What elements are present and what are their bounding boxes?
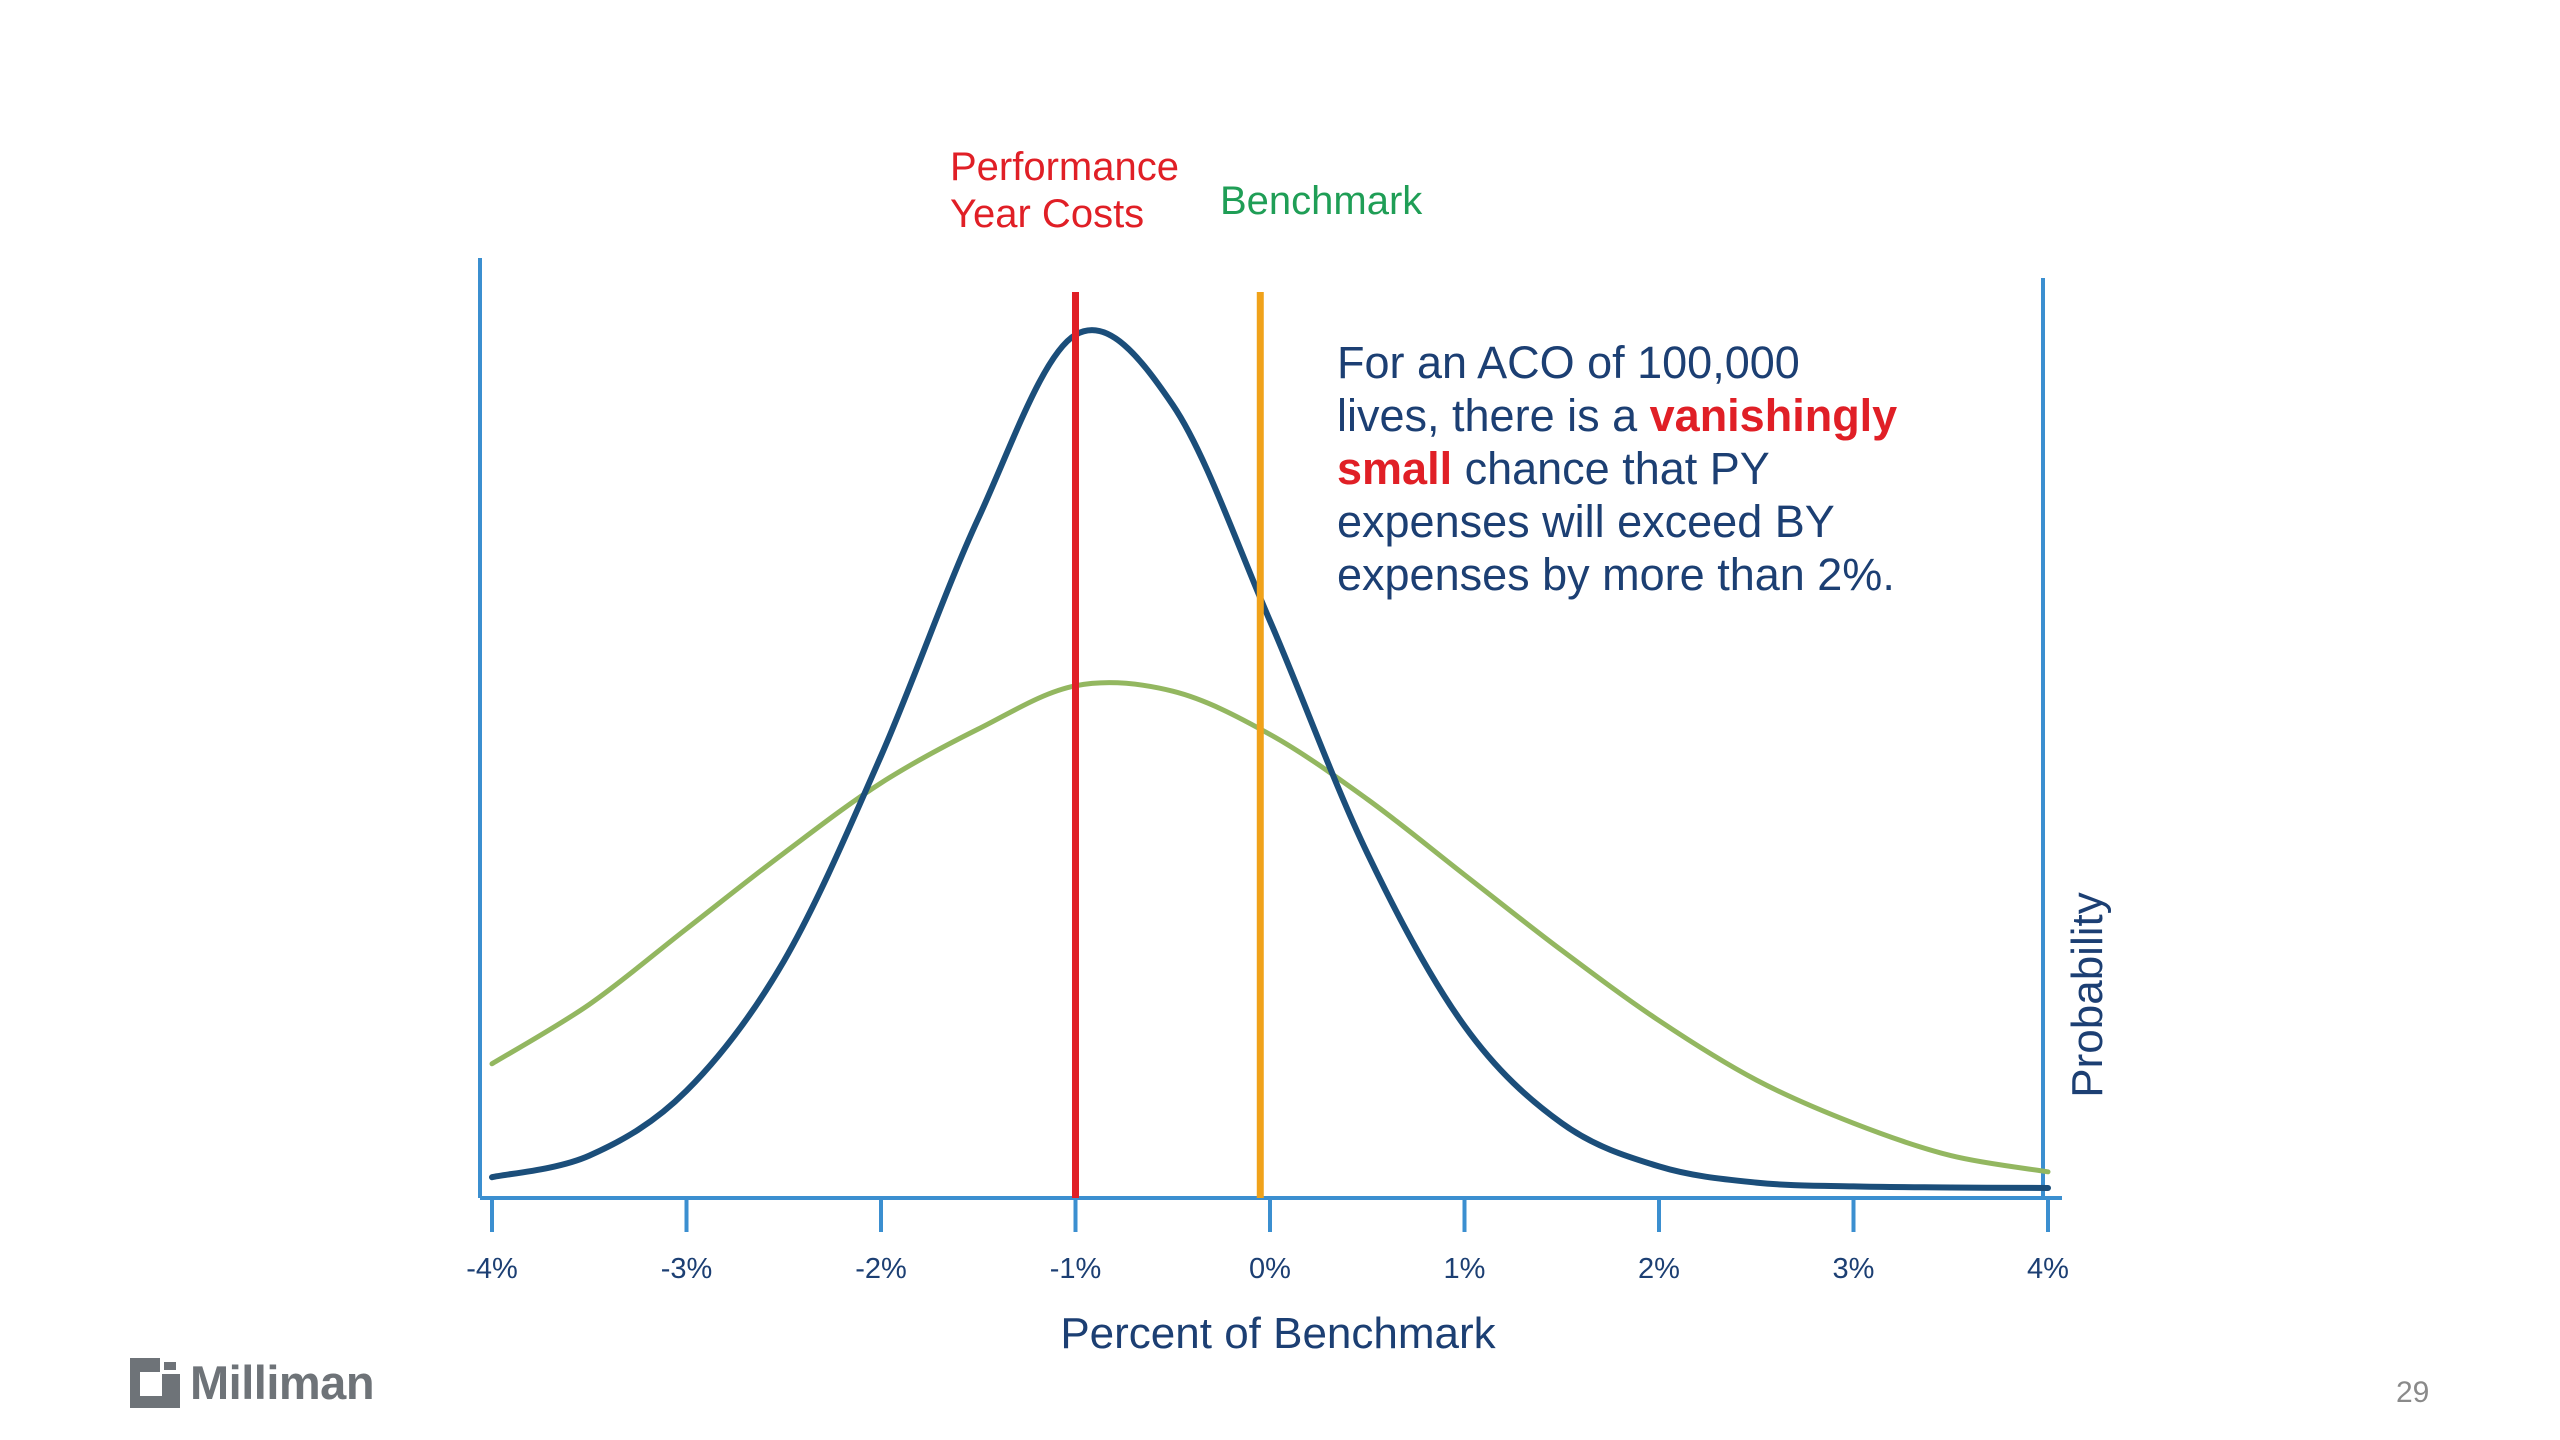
annotation-line3-text: chance that PY (1452, 443, 1770, 494)
x-tick-label: -3% (661, 1253, 713, 1285)
x-ticks (490, 1198, 2050, 1232)
series-layer (489, 327, 2051, 1191)
vertical-lines (1072, 292, 1264, 1198)
series-line-narrow (489, 327, 2051, 1191)
milliman-logo-icon (130, 1357, 180, 1408)
x-tick-label: -1% (1050, 1253, 1102, 1285)
performance-year-label-line2: Year Costs (950, 192, 1144, 236)
annotation-emphasis-vanishingly: vanishingly (1650, 390, 1898, 441)
milliman-logo-text: Milliman (190, 1356, 375, 1409)
milliman-logo: Milliman (130, 1355, 375, 1410)
x-axis-title: Percent of Benchmark (1060, 1309, 1496, 1358)
y-axis-title: Probability (2063, 892, 2112, 1097)
series-line-wide (489, 680, 2051, 1175)
x-tick-label: 4% (2027, 1253, 2069, 1285)
x-tick-label: -2% (855, 1253, 907, 1285)
x-tick-label: 0% (1249, 1253, 1291, 1285)
x-tick-label: 1% (1444, 1253, 1486, 1285)
benchmark-label: Benchmark (1220, 179, 1423, 223)
annotation-line2: lives, there is a vanishingly (1337, 390, 1897, 441)
annotation-line2-text: lives, there is a (1337, 390, 1650, 441)
annotation-emphasis-small: small (1337, 443, 1452, 494)
x-tick-label: 2% (1638, 1253, 1680, 1285)
annotation-line1: For an ACO of 100,000 (1337, 337, 1800, 388)
performance-year-label-line1: Performance (950, 145, 1179, 189)
annotation-line4: expenses will exceed BY (1337, 496, 1835, 547)
x-tick-labels: -4% -3% -2% -1% 0% 1% 2% 3% 4% (466, 1253, 2069, 1285)
page-number: 29 (2396, 1376, 2430, 1409)
annotation-line5: expenses by more than 2%. (1337, 549, 1895, 600)
annotation-line3: small chance that PY (1337, 443, 1770, 494)
x-tick-label: -4% (466, 1253, 518, 1285)
x-tick-label: 3% (1833, 1253, 1875, 1285)
